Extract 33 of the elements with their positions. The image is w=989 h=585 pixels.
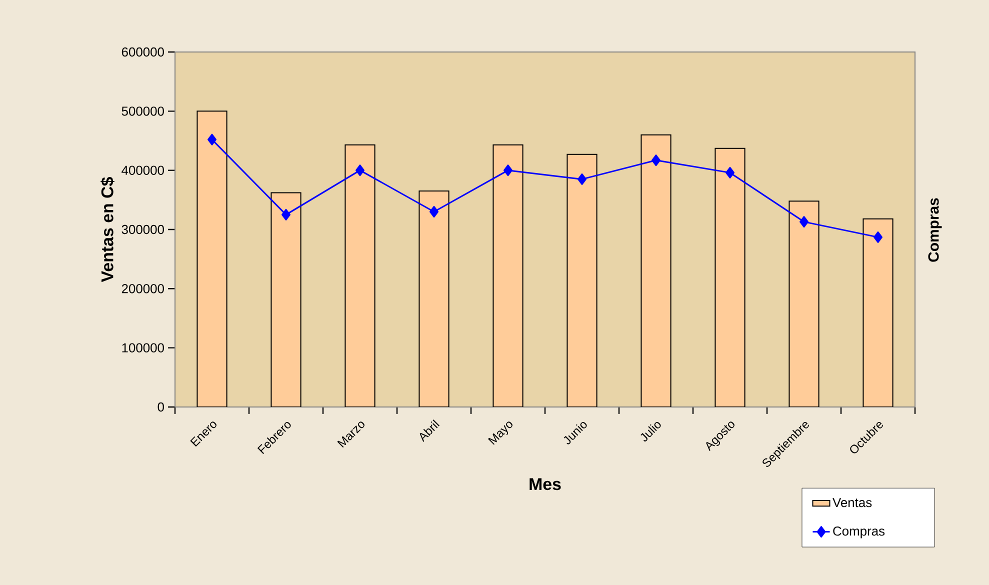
y-tick-label: 600000 [122, 47, 164, 57]
point [800, 216, 809, 228]
point [652, 154, 661, 166]
point [726, 166, 735, 178]
bar [714, 148, 746, 407]
point [430, 206, 439, 218]
bar [492, 144, 524, 407]
point [504, 164, 513, 176]
y-axis-title: Ventas en C$ [100, 177, 114, 282]
bar [788, 200, 820, 407]
bar [418, 190, 450, 407]
y-tick-label: 100000 [122, 343, 164, 352]
bar [862, 218, 894, 407]
y-tick-label: 500000 [122, 106, 164, 116]
point [356, 164, 365, 176]
point [208, 134, 217, 146]
point [874, 231, 883, 243]
x-tick-label: Julio [640, 422, 661, 442]
legend-label: Compras [833, 526, 885, 538]
bar [270, 192, 302, 407]
y-tick-label: 400000 [122, 166, 164, 175]
bar [566, 154, 598, 407]
y-tick-label: 0 [158, 402, 164, 412]
x-axis-title: Mes [530, 478, 561, 490]
y-tick-label: 300000 [122, 224, 164, 234]
y2-axis-title: Compras [928, 198, 942, 262]
bar [640, 134, 672, 407]
point [578, 173, 587, 185]
y-tick-label: 200000 [122, 284, 164, 294]
bar [196, 110, 228, 407]
legend-label: Ventas [832, 498, 872, 508]
point [282, 208, 291, 220]
bar [344, 144, 376, 407]
